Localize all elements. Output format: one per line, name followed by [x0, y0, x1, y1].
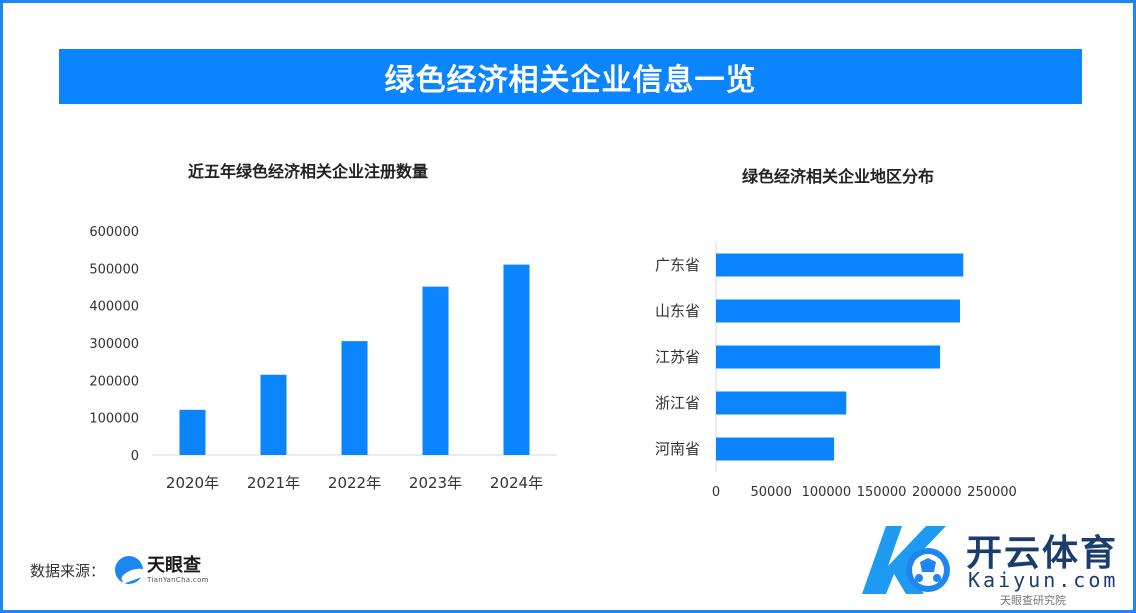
data-source: 数据来源： 天眼查 TianYanCha.com — [30, 556, 209, 584]
kaiyun-k-icon — [862, 526, 950, 594]
page-title: 绿色经济相关企业信息一览 — [59, 49, 1082, 104]
watermark-sub: 天眼查研究院 — [1000, 594, 1066, 607]
logo-en-text: TianYanCha.com — [147, 575, 209, 584]
watermark-cn: 开云体育 — [966, 533, 1119, 574]
left-chart-title: 近五年绿色经济相关企业注册数量 — [188, 162, 429, 181]
right-chart-title: 绿色经济相关企业地区分布 — [742, 167, 935, 186]
watermark-en: Kaiyun.com — [968, 568, 1119, 592]
tianyancha-icon — [115, 556, 144, 584]
kaiyun-watermark: 开云体育 Kaiyun.com 天眼查研究院 — [848, 512, 1128, 608]
source-label: 数据来源： — [30, 561, 106, 580]
logo-cn-text: 天眼查 — [147, 554, 202, 576]
tianyancha-logo: 天眼查 TianYanCha.com — [115, 556, 209, 584]
